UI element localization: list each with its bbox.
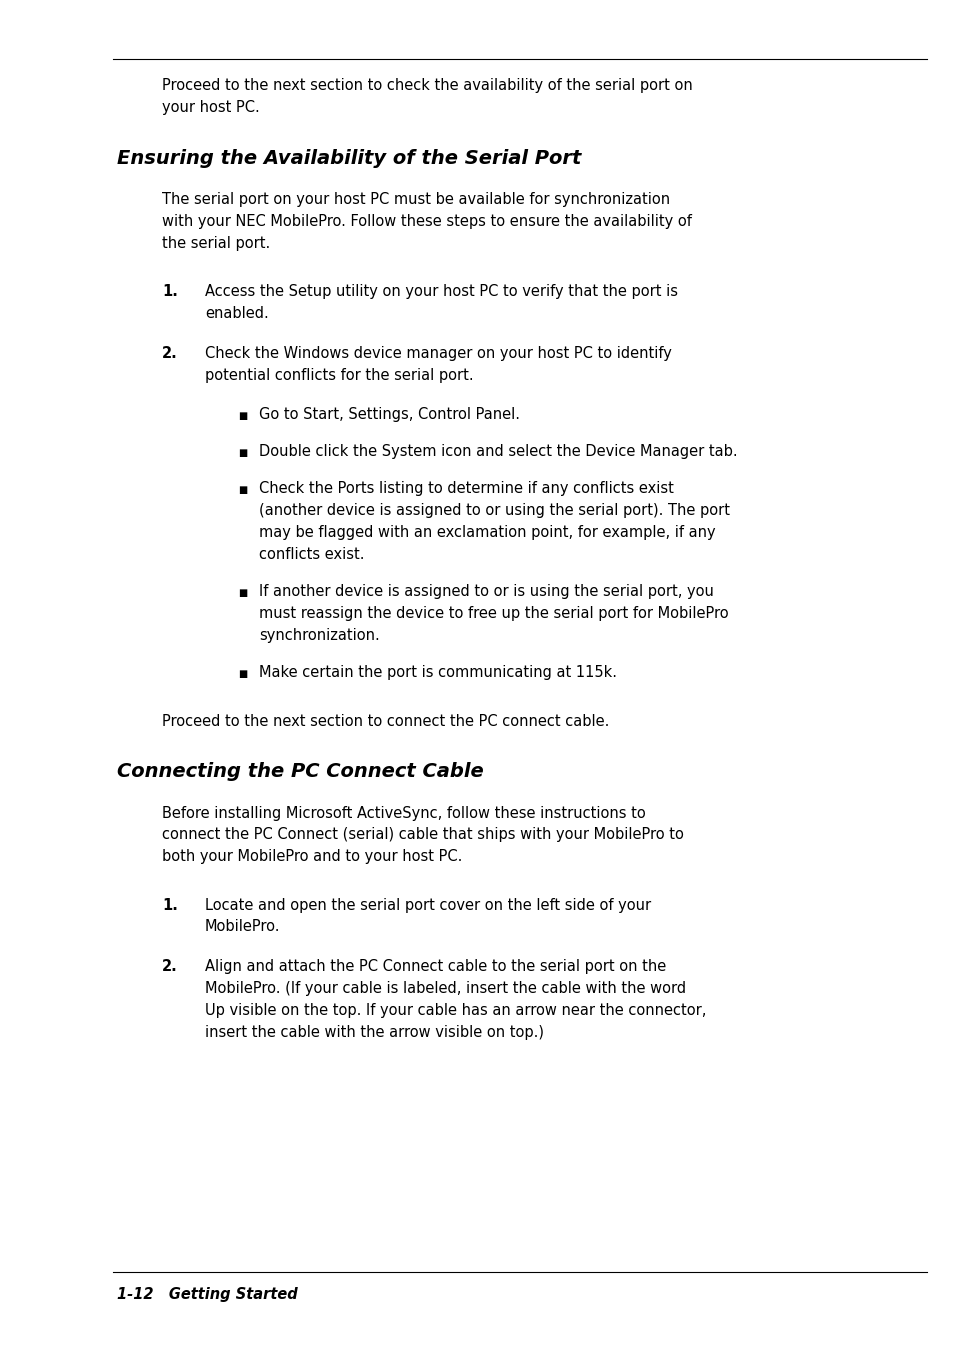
Text: connect the PC Connect (serial) cable that ships with your MobilePro to: connect the PC Connect (serial) cable th… (162, 827, 683, 842)
Text: ■: ■ (238, 485, 248, 495)
Text: Align and attach the PC Connect cable to the serial port on the: Align and attach the PC Connect cable to… (205, 959, 665, 973)
Text: 1.: 1. (162, 898, 178, 913)
Text: your host PC.: your host PC. (162, 100, 259, 115)
Text: If another device is assigned to or is using the serial port, you: If another device is assigned to or is u… (259, 584, 714, 599)
Text: Make certain the port is communicating at 115k.: Make certain the port is communicating a… (259, 665, 617, 680)
Text: MobilePro.: MobilePro. (205, 919, 280, 934)
Text: Proceed to the next section to connect the PC connect cable.: Proceed to the next section to connect t… (162, 714, 609, 729)
Text: potential conflicts for the serial port.: potential conflicts for the serial port. (205, 368, 474, 383)
Text: Before installing Microsoft ActiveSync, follow these instructions to: Before installing Microsoft ActiveSync, … (162, 806, 645, 821)
Text: 2.: 2. (162, 959, 178, 973)
Text: Access the Setup utility on your host PC to verify that the port is: Access the Setup utility on your host PC… (205, 284, 678, 299)
Text: the serial port.: the serial port. (162, 237, 270, 251)
Text: synchronization.: synchronization. (259, 629, 380, 644)
Text: insert the cable with the arrow visible on top.): insert the cable with the arrow visible … (205, 1025, 543, 1040)
Text: 1.: 1. (162, 284, 178, 299)
Text: 1-12   Getting Started: 1-12 Getting Started (117, 1287, 297, 1302)
Text: Up visible on the top. If your cable has an arrow near the connector,: Up visible on the top. If your cable has… (205, 1003, 706, 1018)
Text: both your MobilePro and to your host PC.: both your MobilePro and to your host PC. (162, 849, 462, 864)
Text: The serial port on your host PC must be available for synchronization: The serial port on your host PC must be … (162, 192, 670, 207)
Text: Check the Windows device manager on your host PC to identify: Check the Windows device manager on your… (205, 346, 671, 361)
Text: Double click the System icon and select the Device Manager tab.: Double click the System icon and select … (259, 445, 738, 460)
Text: (another device is assigned to or using the serial port). The port: (another device is assigned to or using … (259, 503, 730, 518)
Text: Proceed to the next section to check the availability of the serial port on: Proceed to the next section to check the… (162, 78, 692, 93)
Text: ■: ■ (238, 588, 248, 599)
Text: enabled.: enabled. (205, 306, 269, 322)
Text: Connecting the PC Connect Cable: Connecting the PC Connect Cable (117, 761, 483, 780)
Text: ■: ■ (238, 669, 248, 680)
Text: Locate and open the serial port cover on the left side of your: Locate and open the serial port cover on… (205, 898, 651, 913)
Text: conflicts exist.: conflicts exist. (259, 548, 365, 562)
Text: ■: ■ (238, 411, 248, 420)
Text: may be flagged with an exclamation point, for example, if any: may be flagged with an exclamation point… (259, 525, 716, 541)
Text: MobilePro. (If your cable is labeled, insert the cable with the word: MobilePro. (If your cable is labeled, in… (205, 980, 685, 996)
Text: ■: ■ (238, 449, 248, 458)
Text: Ensuring the Availability of the Serial Port: Ensuring the Availability of the Serial … (117, 149, 581, 168)
Text: Check the Ports listing to determine if any conflicts exist: Check the Ports listing to determine if … (259, 481, 674, 496)
Text: Go to Start, Settings, Control Panel.: Go to Start, Settings, Control Panel. (259, 407, 520, 422)
Text: must reassign the device to free up the serial port for MobilePro: must reassign the device to free up the … (259, 606, 728, 622)
Text: 2.: 2. (162, 346, 178, 361)
Text: with your NEC MobilePro. Follow these steps to ensure the availability of: with your NEC MobilePro. Follow these st… (162, 214, 691, 230)
